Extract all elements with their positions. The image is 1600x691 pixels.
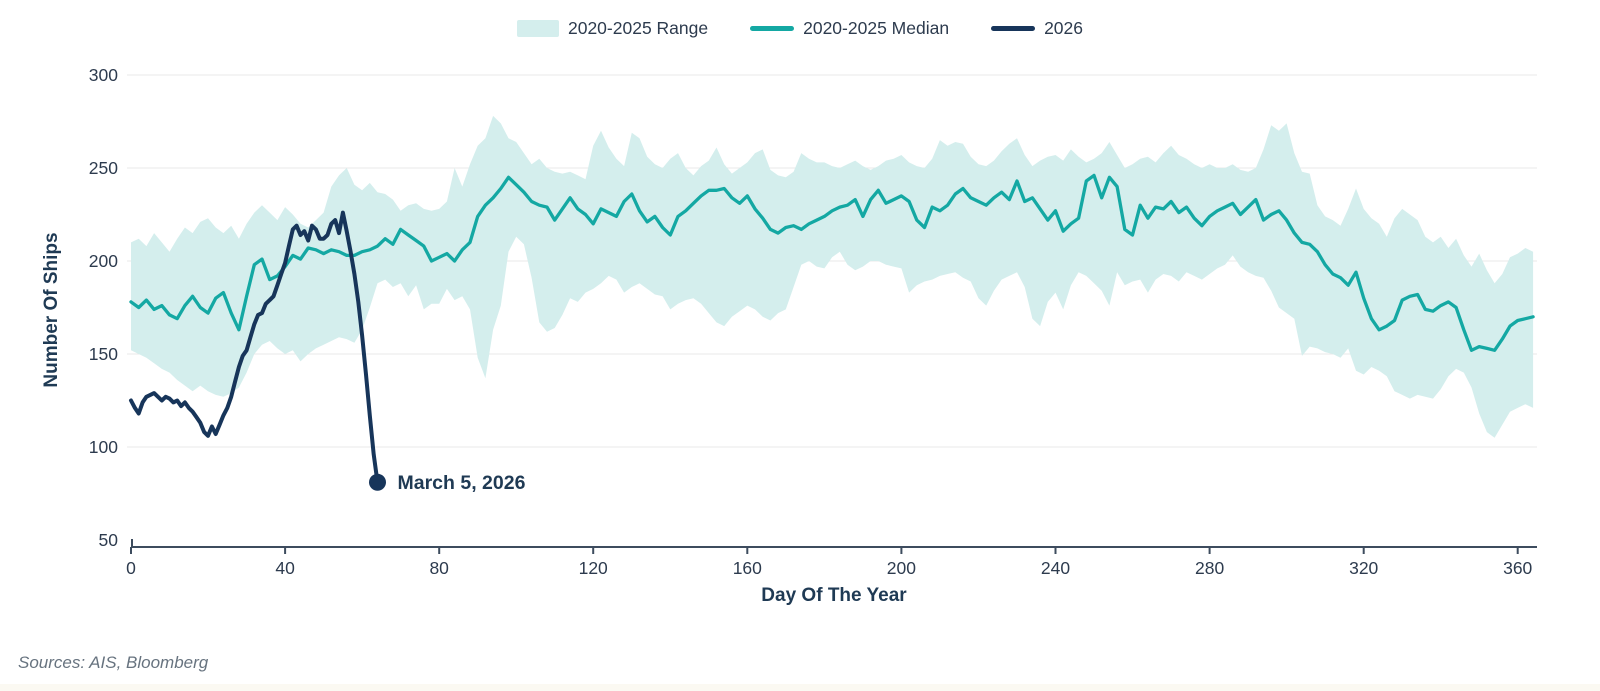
legend-label-median: 2020-2025 Median (803, 18, 950, 38)
sources-note: Sources: AIS, Bloomberg (18, 653, 209, 672)
legend-item-range: 2020-2025 Range (516, 18, 709, 39)
y-axis-title: Number Of Ships (41, 232, 62, 387)
x-tick-label: 360 (1503, 558, 1532, 578)
x-tick-label: 40 (275, 558, 295, 578)
y-tick-label: 250 (89, 158, 118, 178)
x-tick-label: 0 (126, 558, 136, 578)
legend-label-range: 2020-2025 Range (567, 18, 709, 38)
y-tick-label: 150 (89, 344, 118, 364)
y-tick-label: 200 (89, 251, 118, 271)
x-tick-label: 80 (429, 558, 449, 578)
range-band (131, 115, 1534, 438)
x-tick-label: 280 (1195, 558, 1224, 578)
x-axis-title: Day Of The Year (761, 585, 907, 606)
legend-item-2026: 2026 (991, 18, 1083, 39)
y-tick-label: 50 (99, 530, 119, 550)
median-line-swatch (750, 26, 795, 31)
median-line (129, 173, 1535, 352)
x-tick-label: 160 (733, 558, 762, 578)
x-tick-label: 200 (887, 558, 916, 578)
footer-strip (0, 684, 1600, 691)
line-2026-end-dot (369, 473, 386, 491)
legend-label-2026: 2026 (1044, 18, 1083, 38)
line-2026 (129, 210, 380, 485)
range-band-swatch (516, 20, 559, 37)
x-tick-label: 120 (579, 558, 608, 578)
x-tick-label: 320 (1349, 558, 1378, 578)
y-tick-label: 300 (89, 65, 118, 85)
legend-item-median: 2020-2025 Median (750, 18, 949, 39)
annotation-march-5-2026: March 5, 2026 (398, 472, 526, 494)
x-tick-label: 240 (1041, 558, 1070, 578)
chart-legend: 2020-2025 Range 2020-2025 Median 2026 (0, 18, 1600, 39)
y-tick-label: 100 (89, 437, 118, 457)
line-2026-swatch (991, 26, 1036, 31)
